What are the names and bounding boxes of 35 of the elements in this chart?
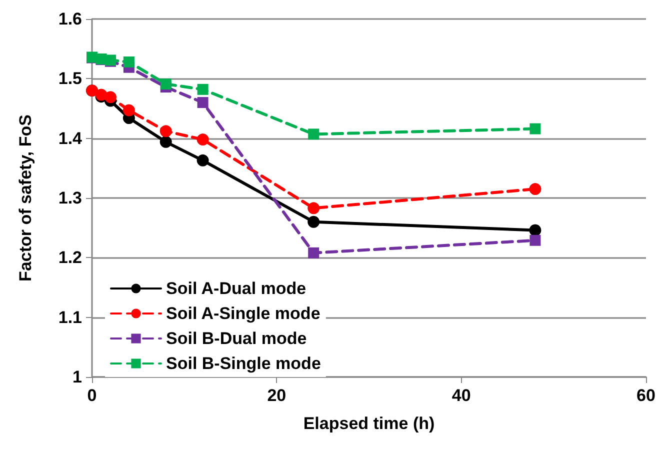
point [104, 91, 116, 104]
point [308, 202, 320, 214]
x-tick-label: 60 [636, 386, 656, 405]
point [160, 136, 172, 148]
y-tick-label: 1.1 [58, 308, 82, 327]
point [308, 247, 320, 258]
y-tick-label: 1.4 [58, 128, 83, 148]
point [529, 183, 542, 196]
x-tick-label: 20 [267, 386, 286, 405]
point [308, 216, 320, 228]
point [160, 78, 172, 90]
point [122, 104, 135, 116]
point [160, 125, 172, 138]
y-tick-label: 1.6 [58, 10, 82, 28]
y-tick-label: 1 [72, 368, 82, 386]
legend-label: Soil A-Single mode [166, 304, 320, 323]
y-tick-label: 1.2 [58, 248, 82, 268]
point [196, 134, 209, 146]
point [197, 97, 208, 108]
legend-label: Soil A-Dual mode [166, 279, 306, 298]
point [529, 224, 542, 236]
point [530, 123, 541, 134]
y-axis-title: Factor of safety, FoS [16, 114, 35, 282]
legend-label: Soil B-Dual mode [166, 329, 307, 348]
x-tick-label: 0 [87, 386, 97, 405]
point [197, 84, 208, 95]
point [196, 154, 209, 166]
y-tick-label: 1.3 [58, 188, 82, 208]
point [123, 56, 134, 68]
x-tick-label: 40 [452, 386, 471, 405]
point [530, 234, 541, 246]
legend-label: Soil B-Single mode [166, 354, 321, 373]
point [308, 128, 320, 140]
x-axis-title: Elapsed time (h) [303, 414, 435, 433]
y-tick-label: 1.5 [58, 69, 82, 88]
